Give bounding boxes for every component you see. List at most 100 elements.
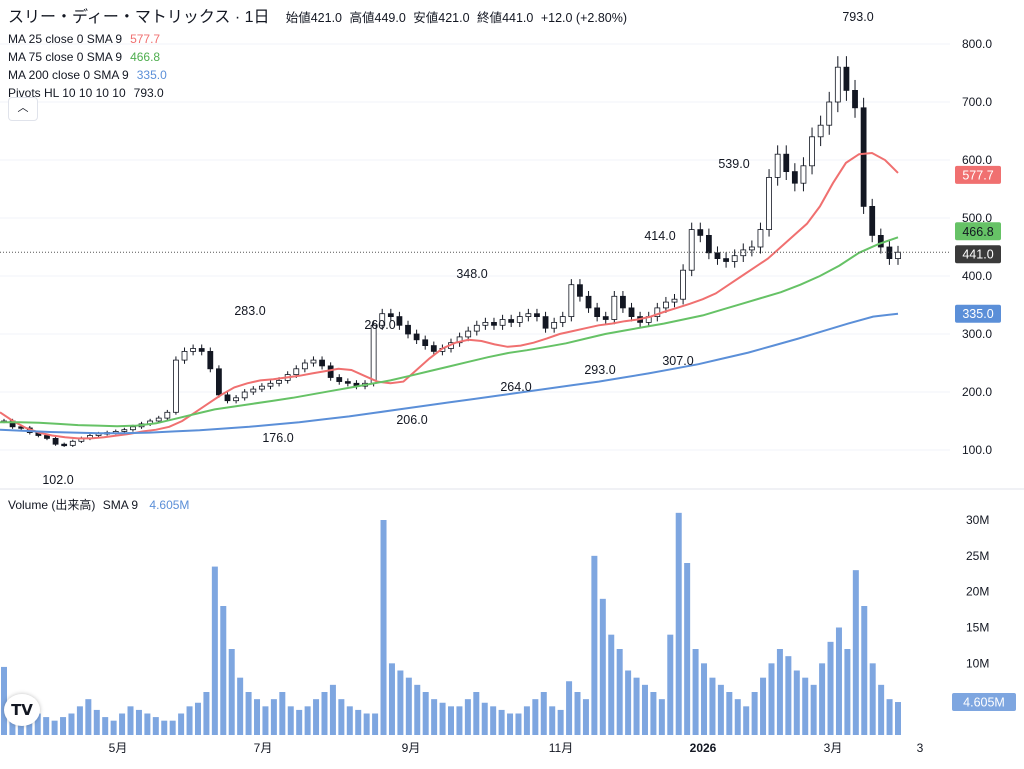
volume-bar: [701, 663, 708, 735]
pivot-label-low: 102.0: [42, 473, 73, 487]
price-tick-label: 700.0: [962, 95, 992, 109]
pivot-label-high: 260.0: [364, 318, 395, 332]
volume-bar: [473, 692, 480, 735]
last-price-badge-text: 441.0: [962, 248, 993, 262]
volume-bar: [355, 709, 362, 735]
volume-bar: [456, 706, 463, 735]
volume-bar: [523, 706, 530, 735]
pivot-label-high: 348.0: [456, 267, 487, 281]
ma200-badge-text: 335.0: [962, 307, 993, 321]
chevron-up-icon: ︿: [17, 102, 29, 114]
volume-bar: [296, 709, 303, 735]
volume-bar: [194, 702, 201, 735]
ohlc-values: 始値421.0 高値449.0 安値421.0 終値441.0 +12.0 (+…: [286, 11, 627, 25]
volume-bar: [895, 702, 901, 735]
ma25-badge: 577.7: [955, 165, 1001, 184]
symbol-title[interactable]: スリー・ディー・マトリックス · 1日: [8, 9, 270, 26]
candle-body: [534, 313, 540, 318]
volume-bar: [279, 692, 286, 735]
high-label: 高値: [349, 11, 375, 25]
ma25-label: MA 25 close 0 SMA 9: [8, 32, 123, 46]
volume-bar: [507, 713, 514, 735]
moving-average-lines: [0, 151, 899, 440]
ma200-row[interactable]: MA 200 close 0 SMA 9 335.0: [8, 66, 627, 84]
candle-body: [241, 391, 248, 399]
candle-body: [465, 330, 472, 338]
volume-bar: [751, 692, 758, 735]
price-tick-label: 300.0: [962, 327, 992, 341]
volume-bar: [599, 598, 606, 735]
candle-body: [877, 234, 884, 248]
volume-bar: [228, 649, 235, 735]
volume-bar: [363, 713, 370, 735]
volume-bar: [135, 709, 142, 735]
volume-bar: [76, 706, 83, 735]
ma25-row[interactable]: MA 25 close 0 SMA 9 577.7: [8, 30, 627, 48]
candle-body: [224, 394, 231, 402]
volume-bar: [51, 720, 58, 735]
volume-bar: [810, 684, 817, 735]
volume-tick-label: 30M: [966, 513, 989, 527]
candle-body: [396, 316, 403, 326]
candle-body: [130, 426, 136, 431]
volume-bar: [60, 717, 67, 735]
pivots-row[interactable]: Pivots HL 10 10 10 10 793.0: [8, 84, 627, 102]
volume-legend[interactable]: Volume (出来高) SMA 9 4.605M: [8, 496, 189, 513]
volume-bar: [785, 656, 792, 735]
pivots-value: 793.0: [133, 86, 164, 100]
volume-bar: [254, 699, 261, 735]
pivot-label-high: 414.0: [644, 229, 675, 243]
volume-bar: [819, 663, 826, 735]
volume-bar: [886, 699, 893, 735]
candle-body: [748, 246, 755, 251]
candle-body: [860, 107, 867, 207]
candle-body: [482, 321, 489, 326]
volume-bar: [481, 702, 488, 735]
ma200-label: MA 200 close 0 SMA 9: [8, 68, 129, 82]
volume-bar: [431, 699, 438, 735]
candle-body: [370, 324, 377, 384]
candle-body: [207, 350, 214, 370]
candle-body: [121, 429, 128, 432]
volume-bar: [186, 706, 193, 735]
volume-bar: [591, 555, 598, 735]
candle-body: [508, 319, 515, 323]
time-axis: 5月 7月 9月 11月 2026 3月 3: [109, 741, 924, 755]
legend-collapse-button[interactable]: ︿: [8, 97, 38, 121]
candle-body: [301, 362, 308, 370]
ma75-row[interactable]: MA 75 close 0 SMA 9 466.8: [8, 48, 627, 66]
price-axis: 100.0 200.0 300.0 400.0 500.0 600.0 700.0 800.0: [962, 37, 992, 457]
volume-bar: [641, 684, 648, 735]
volume-bar: [270, 699, 277, 735]
volume-bar: [144, 713, 151, 735]
volume-bar: [650, 692, 657, 735]
candle-body: [491, 321, 497, 326]
axis-value-badges: 577.7 466.8 441.0 335.0 4.605M: [952, 165, 1016, 711]
price-tick-label: 800.0: [962, 37, 992, 51]
volume-bar: [304, 706, 311, 735]
candle-body: [843, 66, 850, 91]
volume-bar: [380, 520, 387, 735]
volume-bar: [405, 677, 412, 735]
volume-tick-label: 25M: [966, 549, 989, 563]
candle-body: [783, 153, 790, 172]
last-price-badge: 441.0: [955, 245, 1001, 264]
low-value: 421.0: [438, 11, 470, 25]
volume-bar: [439, 702, 446, 735]
candle-body: [61, 443, 68, 447]
candle-body: [344, 381, 351, 384]
candle-body: [895, 251, 901, 260]
volume-bar: [549, 706, 556, 735]
ma25-badge-bg: [955, 165, 1001, 184]
volume-value: 4.605M: [149, 498, 190, 512]
volume-bar: [490, 706, 497, 735]
volume-bar: [861, 606, 868, 735]
pivot-label-high: 539.0: [718, 157, 749, 171]
time-tick-label: 11月: [549, 741, 573, 755]
ma25-badge-text: 577.7: [962, 168, 993, 182]
volume-bar: [178, 713, 185, 735]
tradingview-logo-icon[interactable]: TV: [4, 694, 40, 726]
candle-body: [671, 298, 678, 303]
volume-bar: [574, 692, 581, 735]
